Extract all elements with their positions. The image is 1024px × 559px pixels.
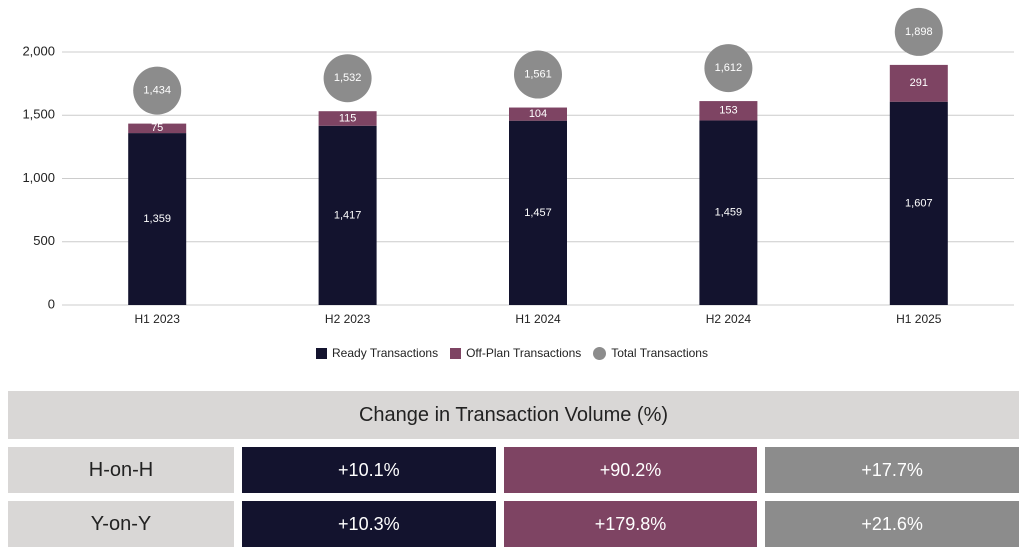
x-tick-label: H2 2023: [325, 312, 371, 326]
y-tick-label: 2,000: [22, 43, 55, 58]
data-label-ready: 1,607: [905, 197, 933, 209]
y-tick-label: 0: [48, 296, 55, 311]
data-label-offplan: 104: [529, 108, 547, 120]
row-label-yoy: Y-on-Y: [8, 501, 234, 547]
data-label-total: 1,532: [334, 72, 362, 84]
bar-offplan: [128, 123, 187, 134]
total-marker: [323, 54, 372, 103]
x-tick-label: H1 2025: [896, 312, 942, 326]
cell-yoy-total: +21.6%: [765, 501, 1020, 547]
x-tick-label: H2 2024: [706, 312, 752, 326]
cell-yoy-ready: +10.3%: [242, 501, 496, 547]
data-label-offplan: 75: [151, 122, 163, 134]
data-label-offplan: 115: [339, 112, 357, 124]
chart-legend: Ready Transactions Off-Plan Transactions…: [0, 346, 1024, 360]
y-tick-label: 1,500: [22, 107, 55, 122]
legend-item-ready: Ready Transactions: [316, 346, 438, 360]
bar-offplan: [889, 64, 948, 102]
legend-swatch-ready: [316, 347, 328, 359]
total-marker: [704, 44, 753, 93]
cell-hoh-total: +17.7%: [765, 447, 1020, 493]
legend-item-offplan: Off-Plan Transactions: [450, 346, 581, 360]
legend-label-ready: Ready Transactions: [332, 346, 439, 360]
data-label-total: 1,898: [905, 26, 933, 38]
total-marker: [514, 50, 562, 99]
bar-ready: [318, 125, 377, 305]
data-label-total: 1,434: [143, 85, 171, 97]
total-marker: [894, 7, 943, 56]
y-tick-label: 1,000: [22, 170, 55, 185]
bar-offplan: [699, 101, 758, 121]
data-label-ready: 1,417: [334, 209, 362, 221]
bar-offplan: [509, 107, 567, 121]
legend-swatch-total: [593, 346, 607, 360]
data-label-total: 1,561: [524, 68, 552, 80]
data-label-ready: 1,359: [143, 213, 171, 225]
change-table: Change in Transaction Volume (%) H-on-H …: [8, 391, 1020, 547]
data-label-total: 1,612: [715, 62, 743, 74]
cell-yoy-offplan: +179.8%: [503, 501, 758, 547]
x-tick-label: H1 2024: [515, 312, 561, 326]
bar-ready: [889, 101, 948, 305]
y-tick-label: 500: [33, 233, 55, 248]
cell-hoh-ready: +10.1%: [242, 447, 496, 493]
table-title: Change in Transaction Volume (%): [8, 391, 1019, 439]
bar-ready: [509, 120, 567, 305]
bar-ready: [128, 133, 187, 305]
cell-hoh-offplan: +90.2%: [503, 447, 758, 493]
legend-item-total: Total Transactions: [593, 346, 708, 360]
row-label-hoh: H-on-H: [8, 447, 234, 493]
data-label-offplan: 153: [719, 105, 737, 117]
table-row-hoh: H-on-H +10.1% +90.2% +17.7%: [8, 447, 1020, 493]
x-tick-label: H1 2023: [135, 312, 181, 326]
data-label-ready: 1,457: [524, 207, 552, 219]
legend-label-total: Total Transactions: [611, 346, 708, 360]
data-label-ready: 1,459: [715, 207, 743, 219]
bar-offplan: [318, 111, 377, 126]
data-label-offplan: 291: [910, 77, 928, 89]
legend-label-offplan: Off-Plan Transactions: [466, 346, 582, 360]
chart-area: 0 500 1,000 1,500 2,000 1,359 75 1,434 H1 2023 1,…: [0, 7, 1024, 360]
stacked-bar-chart: 0 500 1,000 1,500 2,000 1,359 75 1,434 H1 2023 1,…: [22, 7, 1014, 326]
bar-ready: [699, 120, 758, 306]
table-row-yoy: Y-on-Y +10.3% +179.8% +21.6%: [8, 501, 1020, 547]
total-marker: [133, 66, 182, 115]
legend-swatch-offplan: [450, 347, 462, 359]
